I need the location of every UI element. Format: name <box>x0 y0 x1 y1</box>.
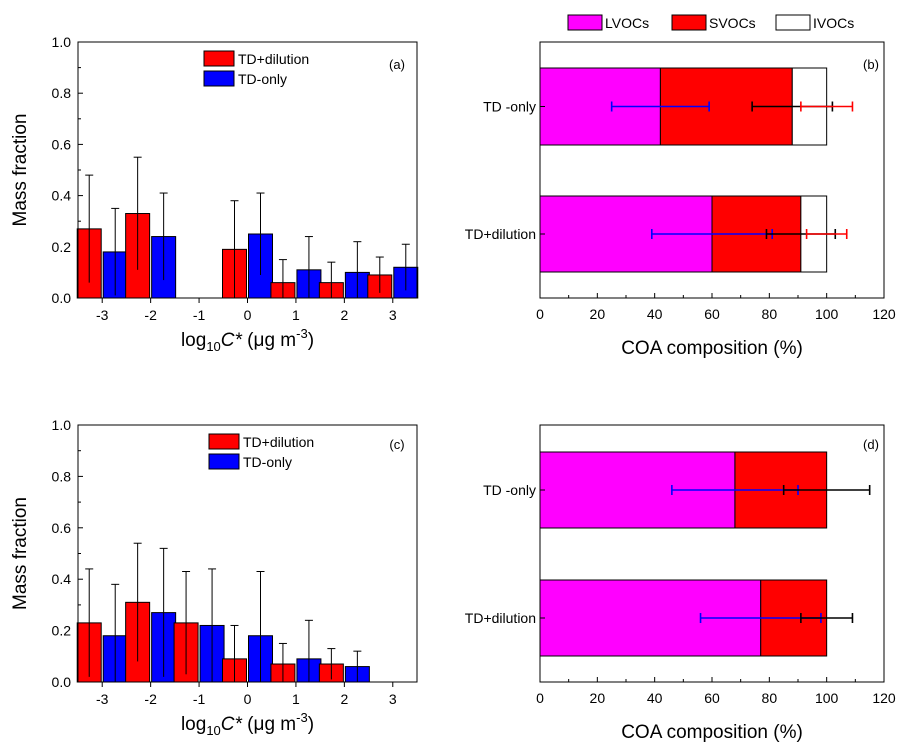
x-tick-label: 80 <box>762 306 778 322</box>
plot-frame <box>77 41 418 299</box>
x-axis-label: log10C* (μg m-3) <box>181 710 314 738</box>
x-tick-label: 0 <box>536 690 544 706</box>
x-tick-label: 40 <box>647 690 663 706</box>
legend-label: TD+dilution <box>243 434 314 450</box>
panel-label: (d) <box>863 437 879 452</box>
x-tick-label: -2 <box>144 691 157 707</box>
x-tick-label: 100 <box>815 690 839 706</box>
y-axis-label: Mass fraction <box>10 497 31 610</box>
x-tick-label: 60 <box>704 690 720 706</box>
y-tick-label: 0.2 <box>52 239 72 255</box>
y-tick-label: 0.0 <box>52 674 72 690</box>
legend-swatch-td-dilution <box>203 50 235 67</box>
x-tick-label: 3 <box>389 307 397 323</box>
y-tick-label: 1.0 <box>52 34 72 50</box>
panel-label: (b) <box>863 57 879 72</box>
x-tick-label: 1 <box>292 307 300 323</box>
plot-frame <box>539 41 885 299</box>
category-label: TD+dilution <box>465 226 536 242</box>
x-axis-label-part: (μg m <box>242 330 296 351</box>
x-tick-label: 120 <box>872 690 896 706</box>
y-tick-label: 0.4 <box>52 571 72 587</box>
x-tick-label: 60 <box>704 306 720 322</box>
bar-lvoc <box>539 579 762 657</box>
x-tick-label: 2 <box>340 691 348 707</box>
x-tick-label: -3 <box>96 691 109 707</box>
y-tick-label: 1.0 <box>52 417 72 433</box>
legend-label: TD+dilution <box>238 51 309 67</box>
y-tick-label: 0.6 <box>52 520 72 536</box>
x-tick-label: 0 <box>536 306 544 322</box>
plot-frame <box>539 424 885 683</box>
legend-swatch-td-only <box>203 70 235 87</box>
x-tick-label: -2 <box>144 307 157 323</box>
x-axis-label: COA composition (%) <box>621 722 803 743</box>
x-axis-label-part: (μg m <box>242 714 296 735</box>
plot-frame <box>77 424 418 683</box>
x-tick-label: 3 <box>389 691 397 707</box>
x-axis-label-part: C* <box>221 330 243 351</box>
y-tick-label: 0.6 <box>52 136 72 152</box>
x-axis-label: log10C* (μg m-3) <box>181 326 314 354</box>
x-axis-label-part: ) <box>308 714 314 735</box>
x-axis-label-part: C* <box>221 714 243 735</box>
x-axis-label-part: log <box>181 714 206 735</box>
legend-swatch-td-only <box>208 453 240 470</box>
x-tick-label: 0 <box>244 307 252 323</box>
category-label: TD+dilution <box>465 610 536 626</box>
legend-label: SVOCs <box>709 15 756 31</box>
x-tick-label: 20 <box>590 306 606 322</box>
y-tick-label: 0.4 <box>52 188 72 204</box>
x-tick-label: 20 <box>590 690 606 706</box>
category-label: TD -only <box>483 482 536 498</box>
x-tick-label: 1 <box>292 691 300 707</box>
legend-label: TD-only <box>243 454 292 470</box>
x-axis-label-part: log <box>181 330 206 351</box>
x-axis-label-part: ) <box>308 330 314 351</box>
panel-label: (a) <box>389 57 405 72</box>
y-tick-label: 0.0 <box>52 290 72 306</box>
y-axis-label: Mass fraction <box>10 114 31 227</box>
x-axis-label-part: 10 <box>206 339 220 354</box>
legend-swatch-svocs <box>671 14 707 31</box>
x-tick-label: 2 <box>340 307 348 323</box>
legend-swatch-td-dilution <box>208 433 240 450</box>
x-tick-label: -3 <box>96 307 109 323</box>
legend-swatch-lvocs <box>567 14 603 31</box>
panel-label: (c) <box>389 437 404 452</box>
legend-label: IVOCs <box>813 15 854 31</box>
y-tick-label: 0.2 <box>52 623 72 639</box>
x-axis-label: COA composition (%) <box>621 338 803 359</box>
x-axis-label-part: 10 <box>206 723 220 738</box>
x-tick-label: 40 <box>647 306 663 322</box>
y-tick-label: 0.8 <box>52 85 72 101</box>
x-tick-label: -1 <box>193 691 206 707</box>
x-axis-label-part: -3 <box>296 710 308 725</box>
category-label: TD -only <box>483 99 536 115</box>
legend-label: TD-only <box>238 71 287 87</box>
x-axis-label-part: -3 <box>296 326 308 341</box>
x-tick-label: 0 <box>244 691 252 707</box>
x-tick-label: 80 <box>762 690 778 706</box>
x-tick-label: 100 <box>815 306 839 322</box>
x-tick-label: -1 <box>193 307 206 323</box>
legend-label: LVOCs <box>605 15 649 31</box>
legend-swatch-ivocs <box>775 14 811 31</box>
x-tick-label: 120 <box>872 306 896 322</box>
y-tick-label: 0.8 <box>52 468 72 484</box>
